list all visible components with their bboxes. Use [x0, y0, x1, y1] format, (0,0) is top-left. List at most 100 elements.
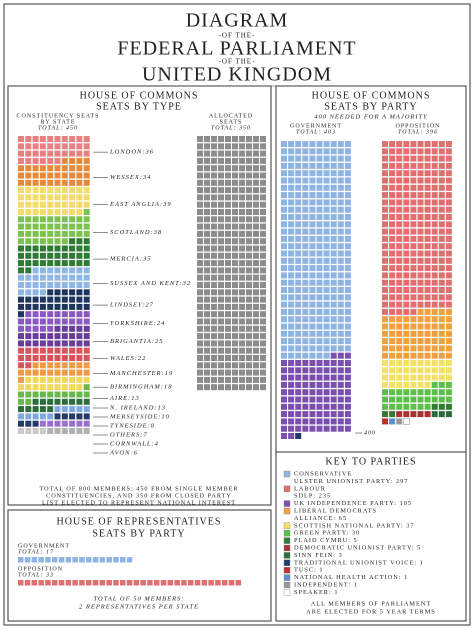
key-swatch: [283, 581, 291, 589]
seat: [302, 250, 309, 257]
seat: [204, 216, 210, 223]
seat: [83, 143, 90, 150]
seat: [417, 228, 424, 235]
seat: [260, 318, 266, 325]
seat: [218, 172, 224, 179]
seat: [204, 289, 210, 296]
seat: [54, 157, 61, 164]
seat: [281, 389, 287, 396]
seat: [288, 360, 295, 366]
seat: [417, 265, 424, 272]
seat: [239, 340, 245, 347]
seat: [403, 403, 410, 410]
seat: [253, 143, 259, 150]
seat: [302, 257, 309, 264]
seat: [309, 235, 316, 242]
seat: [417, 148, 424, 155]
seat: [54, 311, 61, 318]
seat: [389, 243, 396, 250]
seat: [337, 214, 344, 220]
seat: [281, 396, 287, 403]
key-swatch: [283, 574, 291, 581]
seat: [246, 230, 252, 237]
seat: [316, 206, 323, 213]
seat: [253, 333, 259, 340]
seat: [126, 580, 133, 586]
key-swatch: [283, 559, 291, 566]
seat: [281, 221, 287, 228]
seat: [54, 223, 61, 230]
seat: [218, 157, 224, 164]
seat: [302, 418, 309, 425]
seat: [424, 206, 431, 213]
seat: [47, 303, 54, 310]
seat: [316, 425, 323, 432]
seat: [18, 252, 24, 259]
seat: [232, 376, 238, 383]
seat: [344, 279, 351, 286]
seat: [239, 230, 245, 237]
seat: [396, 155, 403, 162]
seat: [288, 192, 295, 199]
seat: [83, 165, 90, 172]
seat: [431, 279, 438, 286]
seat: [69, 413, 76, 420]
seat: [323, 330, 330, 337]
state-label: AVON:6: [109, 449, 138, 456]
seat: [47, 150, 54, 157]
state-label: MANCHESTER:19: [109, 370, 173, 377]
seat: [25, 216, 32, 223]
seat: [225, 165, 231, 172]
seat: [211, 325, 217, 332]
seat: [18, 376, 24, 383]
seat: [204, 267, 210, 274]
seat: [239, 179, 245, 186]
seat: [18, 391, 24, 398]
seat: [288, 389, 295, 396]
seat: [204, 201, 210, 208]
seat: [211, 223, 217, 230]
seat: [253, 376, 259, 383]
seat: [337, 235, 344, 242]
subhead: BY STATE: [40, 119, 75, 125]
seat: [18, 245, 24, 252]
seat: [18, 340, 24, 347]
seat: [218, 311, 224, 318]
seat: [61, 325, 68, 332]
seat: [302, 155, 309, 162]
seat: [25, 340, 32, 347]
seat: [323, 272, 330, 279]
seat: [431, 345, 438, 352]
seat: [382, 352, 388, 359]
seat: [260, 201, 266, 208]
seat: [316, 403, 323, 410]
seat: [61, 413, 68, 420]
seat: [431, 243, 438, 250]
seat: [431, 192, 438, 199]
seat: [39, 391, 46, 398]
footer-line: TOTAL OF 800 MEMBERS: 450 FROM SINGLE ME…: [39, 485, 238, 492]
seat: [389, 141, 396, 147]
seat: [25, 355, 32, 361]
seat: [25, 303, 32, 310]
seat: [445, 228, 452, 235]
subhead: CONSTITUENCY SEATS: [17, 113, 100, 119]
seat: [197, 150, 203, 157]
frame: [3, 3, 471, 626]
seat: [47, 187, 54, 194]
seat: [424, 243, 431, 250]
seat: [32, 150, 39, 157]
footnote: ARE ELECTED FOR 5 YEAR TERMS: [306, 608, 436, 615]
seat: [218, 216, 224, 223]
seat: [281, 403, 287, 410]
seat: [260, 362, 266, 369]
seat: [83, 428, 90, 434]
seat: [295, 308, 302, 315]
seat: [396, 162, 403, 169]
key-label: SCOTTISH NATIONAL PARTY: 37: [294, 522, 415, 529]
seat: [323, 235, 330, 242]
seat: [39, 143, 46, 150]
seat: [260, 157, 266, 164]
seat: [76, 223, 83, 230]
seat: [32, 391, 39, 398]
